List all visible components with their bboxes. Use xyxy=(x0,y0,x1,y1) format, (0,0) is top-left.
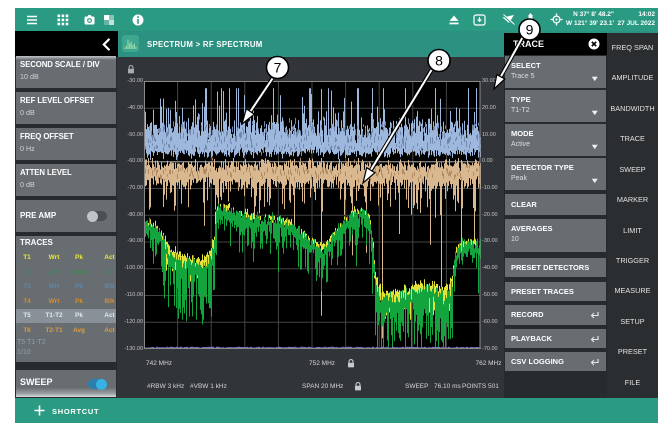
svg-text:8: 8 xyxy=(435,53,443,69)
svg-text:9: 9 xyxy=(526,22,534,38)
svg-text:7: 7 xyxy=(274,60,282,76)
